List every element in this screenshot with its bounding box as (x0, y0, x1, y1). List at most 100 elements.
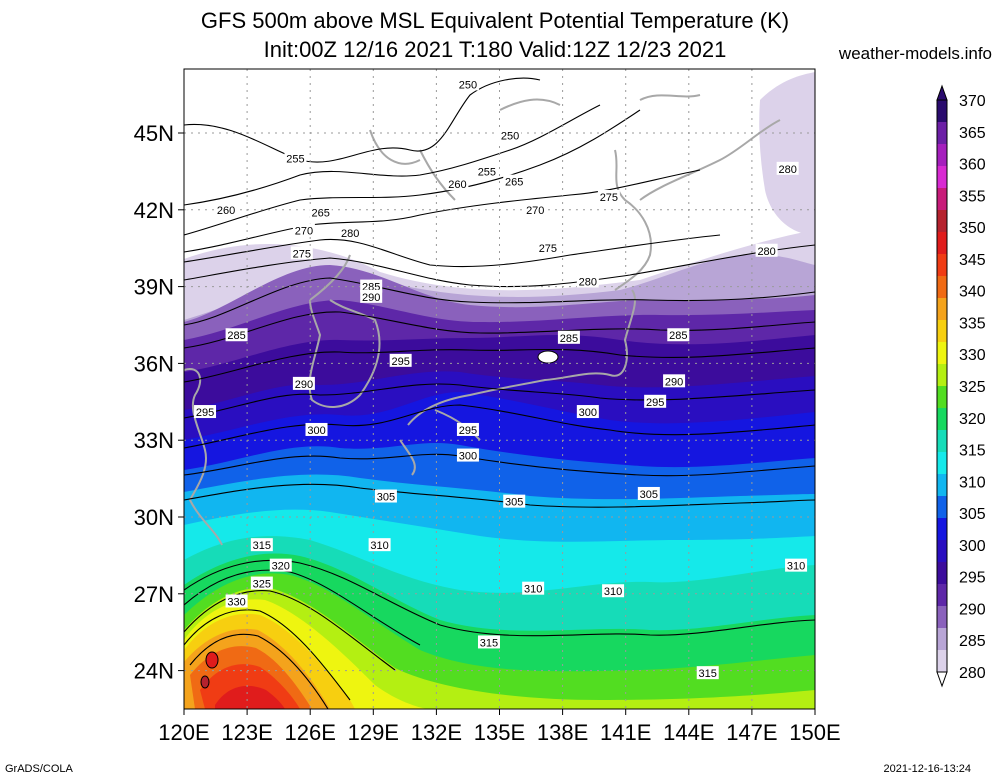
svg-text:260: 260 (448, 179, 466, 191)
contour-label: 280 (339, 225, 362, 240)
contour-label: 260 (215, 202, 238, 217)
footer-credit: GrADS/COLA (5, 763, 73, 775)
colorbar-label: 305 (959, 506, 986, 523)
svg-text:295: 295 (459, 425, 477, 437)
colorbar: 370 365 360 355 350 345 340 335 330 325 320 315 310 3… (936, 84, 986, 688)
colorbar-label: 350 (959, 220, 986, 237)
svg-text:250: 250 (501, 131, 519, 143)
svg-text:325: 325 (253, 579, 271, 591)
contour-label: 260 (446, 177, 469, 191)
lon-tick-label: 132E (411, 720, 462, 745)
contour-label: 285 (557, 330, 580, 345)
svg-text:310: 310 (787, 561, 805, 573)
latitude-axis: 45N 42N 39N 36N 33N 30N 27N 24N (134, 121, 184, 684)
colorbar-swatch (937, 122, 947, 145)
svg-text:290: 290 (362, 292, 380, 304)
svg-text:290: 290 (665, 376, 683, 388)
lat-tick-label: 24N (134, 659, 174, 684)
contour-label: 300 (456, 448, 479, 463)
svg-text:330: 330 (227, 596, 245, 608)
lon-tick-label: 135E (474, 720, 525, 745)
colorbar-swatch (937, 210, 947, 233)
contour-label: 280 (576, 274, 599, 288)
contour-label: 310 (522, 581, 545, 596)
contour-label: 265 (309, 205, 332, 219)
lon-tick-label: 120E (158, 720, 209, 745)
colorbar-top-arrow (936, 84, 948, 101)
contour-label: 310 (368, 538, 391, 552)
colorbar-swatch (937, 584, 947, 607)
svg-text:300: 300 (307, 425, 325, 437)
colorbar-swatch (937, 320, 947, 343)
contour-label: 285 (225, 328, 248, 342)
lat-tick-label: 36N (134, 351, 174, 376)
svg-text:285: 285 (560, 333, 578, 345)
contour-label: 330 (225, 594, 248, 608)
svg-text:295: 295 (391, 356, 409, 368)
lon-tick-label: 126E (285, 720, 336, 745)
svg-text:305: 305 (377, 492, 395, 504)
colorbar-swatch (937, 166, 947, 189)
contour-label: 290 (292, 376, 315, 391)
svg-text:280: 280 (778, 164, 796, 176)
lon-tick-label: 129E (348, 720, 399, 745)
svg-text:315: 315 (480, 637, 498, 649)
svg-text:300: 300 (459, 451, 477, 463)
svg-text:315: 315 (253, 540, 271, 552)
contour-label: 275 (536, 241, 559, 255)
svg-text:265: 265 (312, 207, 330, 219)
svg-text:280: 280 (757, 246, 775, 258)
lon-tick-label: 141E (600, 720, 651, 745)
colorbar-swatch (937, 232, 947, 255)
colorbar-swatch (937, 430, 947, 453)
colorbar-swatch (937, 144, 947, 167)
contour-label: 290 (663, 374, 686, 388)
svg-text:265: 265 (505, 177, 523, 189)
colorbar-swatch (937, 100, 947, 123)
colorbar-swatch (937, 518, 947, 541)
lon-tick-label: 144E (663, 720, 714, 745)
svg-text:280: 280 (341, 228, 359, 240)
lat-tick-label: 30N (134, 505, 174, 530)
lon-tick-label: 123E (221, 720, 272, 745)
contour-label: 270 (524, 202, 547, 217)
contour-label: 265 (503, 174, 526, 189)
svg-text:295: 295 (646, 397, 664, 409)
contour-label: 250 (499, 128, 522, 143)
contour-label: 285 (667, 328, 690, 342)
contour-label: 255 (475, 164, 498, 178)
svg-text:300: 300 (579, 407, 597, 419)
isolines (184, 77, 815, 709)
contour-label: 270 (292, 223, 315, 237)
colorbar-swatch (937, 540, 947, 563)
lon-tick-label: 138E (537, 720, 588, 745)
svg-text:285: 285 (227, 330, 245, 342)
lat-tick-label: 33N (134, 428, 174, 453)
chart-subtitle: Init:00Z 12/16 2021 T:180 Valid:12Z 12/2… (263, 37, 727, 62)
contour-label: 325 (250, 576, 273, 591)
colorbar-swatch (937, 298, 947, 321)
colorbar-label: 325 (959, 379, 986, 396)
contour-label: 315 (477, 635, 500, 649)
colorbar-label: 290 (959, 601, 986, 618)
contour-label: 280 (776, 161, 799, 176)
contour-label: 300 (576, 405, 599, 419)
colorbar-label: 285 (959, 633, 986, 650)
colorbar-label: 355 (959, 188, 986, 205)
colorbar-label: 370 (959, 93, 986, 110)
svg-text:285: 285 (669, 330, 687, 342)
colorbar-label: 330 (959, 347, 986, 364)
contour-label: 280 (755, 243, 778, 258)
svg-text:305: 305 (505, 497, 523, 509)
contour-label: 295 (194, 405, 217, 419)
svg-text:275: 275 (539, 243, 557, 255)
colorbar-swatch (937, 474, 947, 497)
contour-label: 310 (602, 584, 625, 598)
contour-label: 255 (284, 151, 307, 166)
svg-text:310: 310 (370, 540, 388, 552)
colorbar-swatch (937, 364, 947, 387)
colorbar-label: 320 (959, 411, 986, 428)
colorbar-swatch (937, 188, 947, 211)
colorbar-swatch (937, 562, 947, 585)
